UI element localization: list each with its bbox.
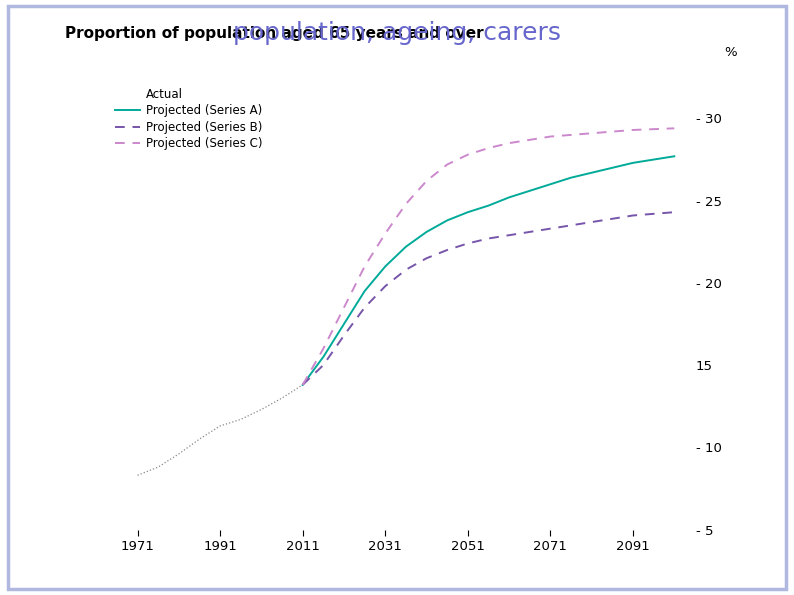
Text: population, ageing, carers: population, ageing, carers bbox=[233, 21, 561, 45]
Text: Proportion of population aged 65 years and over: Proportion of population aged 65 years a… bbox=[65, 26, 484, 41]
Text: %: % bbox=[725, 46, 738, 60]
Legend: Actual, Projected (Series A), Projected (Series B), Projected (Series C): Actual, Projected (Series A), Projected … bbox=[114, 88, 263, 151]
